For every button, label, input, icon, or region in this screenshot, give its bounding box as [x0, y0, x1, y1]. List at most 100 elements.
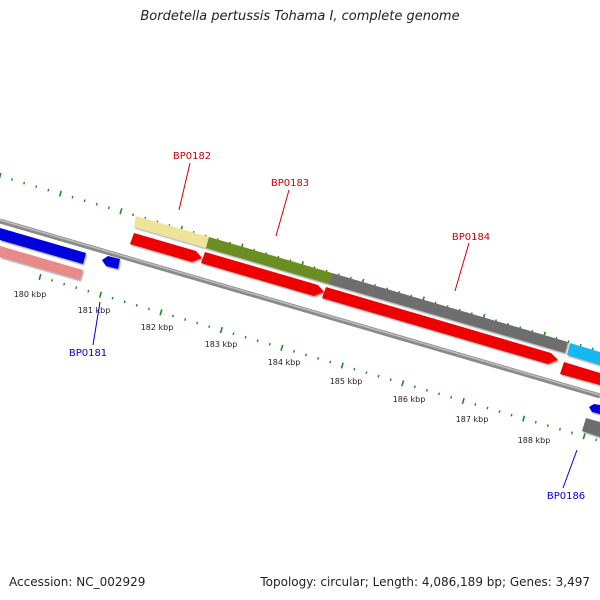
cds-arrow-bp0186-blue[interactable]: [589, 404, 600, 414]
feature-bp0186-gray[interactable]: [582, 418, 600, 437]
feature-blue-reverse[interactable]: [0, 228, 86, 264]
kbp-label: 188 kbp: [518, 436, 551, 445]
gene-label-bp0183[interactable]: BP0183: [271, 178, 309, 189]
minor-tick: [558, 427, 561, 431]
feature-cyan[interactable]: [567, 343, 600, 365]
leader-bp0181: [92, 301, 101, 346]
feature-pink-reverse[interactable]: [0, 246, 83, 280]
minor-tick: [317, 357, 320, 360]
minor-tick: [256, 339, 259, 343]
leader-bp0184: [454, 242, 470, 292]
minor-tick: [450, 396, 453, 399]
kbp-label: 187 kbp: [456, 415, 489, 424]
major-tick: [38, 273, 42, 281]
major-tick: [219, 326, 223, 334]
kbp-label: 183 kbp: [205, 340, 238, 349]
cds-arrow-bp0183[interactable]: [201, 252, 324, 296]
kbp-label: 185 kbp: [330, 377, 363, 386]
minor-tick: [474, 403, 477, 406]
feature-olive[interactable]: [206, 237, 332, 284]
major-tick: [119, 208, 123, 215]
gene-label-bp0181[interactable]: BP0181: [69, 348, 107, 359]
minor-tick: [571, 431, 574, 435]
minor-tick: [486, 406, 489, 410]
minor-tick: [11, 178, 14, 181]
minor-tick: [546, 424, 549, 428]
minor-tick: [389, 378, 392, 382]
major-tick: [522, 415, 526, 422]
major-tick: [461, 397, 465, 405]
minor-tick: [51, 279, 54, 282]
minor-tick: [413, 385, 416, 389]
minor-tick: [305, 353, 308, 357]
minor-tick: [579, 343, 582, 347]
minor-tick: [123, 300, 126, 304]
minor-tick: [132, 213, 135, 217]
kbp-label-group: 180 kbp 181 kbp 182 kbp 183 kbp 184 kbp …: [14, 290, 551, 445]
kbp-label: 186 kbp: [393, 395, 426, 404]
minor-tick: [172, 314, 175, 318]
minor-tick: [365, 371, 368, 374]
cds-arrow-bp0182[interactable]: [130, 233, 202, 262]
inner-tick-ring: [38, 273, 598, 442]
minor-tick: [196, 321, 199, 325]
major-tick: [340, 362, 344, 369]
cds-arrow-bp0181[interactable]: [102, 256, 120, 269]
genome-summary-text: Topology: circular; Length: 4,086,189 bp…: [260, 575, 590, 589]
backbone-line-highlight: [0, 219, 600, 396]
cds-arrow-bp0184[interactable]: [322, 287, 558, 364]
minor-tick: [329, 360, 332, 364]
kbp-label: 181 kbp: [78, 306, 111, 315]
minor-tick: [23, 181, 26, 185]
map-title: Bordetella pertussis Tohama I, complete …: [140, 9, 460, 24]
leader-bp0183: [275, 189, 290, 237]
minor-tick: [47, 188, 50, 192]
minor-tick: [83, 199, 86, 203]
minor-tick: [353, 367, 356, 371]
minor-tick: [591, 347, 594, 351]
minor-tick: [268, 342, 271, 346]
accession-text: Accession: NC_002929: [9, 575, 146, 589]
minor-tick: [184, 318, 187, 321]
minor-tick: [35, 185, 38, 188]
minor-tick: [438, 392, 441, 396]
major-tick: [280, 344, 284, 351]
minor-tick: [107, 206, 110, 210]
minor-tick: [95, 202, 98, 206]
minor-tick: [292, 350, 295, 353]
major-tick: [401, 380, 405, 387]
kbp-label: 184 kbp: [268, 358, 301, 367]
minor-tick: [147, 307, 150, 311]
minor-tick: [111, 296, 114, 300]
kbp-label: 180 kbp: [14, 290, 47, 299]
minor-tick: [425, 388, 428, 392]
major-tick: [58, 190, 63, 197]
gene-label-bp0182[interactable]: BP0182: [173, 151, 211, 162]
minor-tick: [63, 282, 66, 286]
minor-tick: [71, 195, 74, 199]
minor-tick: [232, 332, 235, 336]
feature-khaki[interactable]: [134, 216, 209, 248]
leader-bp0186: [562, 449, 578, 489]
major-tick: [582, 433, 586, 440]
minor-tick: [208, 325, 211, 328]
feature-gray[interactable]: [329, 273, 568, 353]
kbp-label: 182 kbp: [141, 323, 174, 332]
major-tick: [159, 309, 163, 316]
minor-tick: [510, 413, 513, 417]
minor-tick: [135, 303, 138, 307]
gene-label-bp0186[interactable]: BP0186: [547, 491, 585, 502]
outer-tick-ring: [0, 172, 594, 351]
minor-tick: [75, 286, 78, 289]
gene-label-bp0184[interactable]: BP0184: [452, 232, 490, 243]
backbone-line: [0, 218, 600, 399]
minor-tick: [244, 335, 247, 339]
minor-tick: [534, 420, 537, 424]
minor-tick: [567, 340, 570, 344]
minor-tick: [498, 410, 501, 414]
major-tick: [0, 172, 2, 180]
minor-tick: [595, 438, 598, 442]
major-tick: [98, 291, 103, 298]
cds-arrow-bp0185[interactable]: [560, 362, 600, 385]
